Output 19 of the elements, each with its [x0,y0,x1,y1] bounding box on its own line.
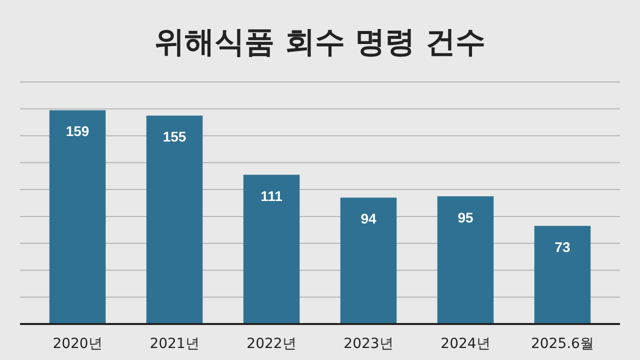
data-label: 159 [66,123,90,140]
x-tick-label: 2023년 [344,336,394,352]
bar [340,198,397,324]
x-tick-label: 2025.6월 [530,336,594,352]
data-label: 111 [260,188,283,204]
x-tick-label: 2024년 [440,336,490,352]
data-label: 155 [162,128,186,145]
x-tick-label: 2021년 [150,336,200,352]
bar [437,196,494,324]
x-tick-label: 2022년 [246,336,296,352]
bar [243,174,300,324]
data-label: 73 [554,238,570,255]
bar [534,226,591,324]
data-label: 94 [360,210,376,227]
x-tick-label: 2020년 [52,336,102,352]
chart-title: 위해식품 회수 명령 건수 [154,25,486,60]
bar [146,116,203,324]
data-label: 95 [458,209,474,226]
bar [49,110,106,324]
